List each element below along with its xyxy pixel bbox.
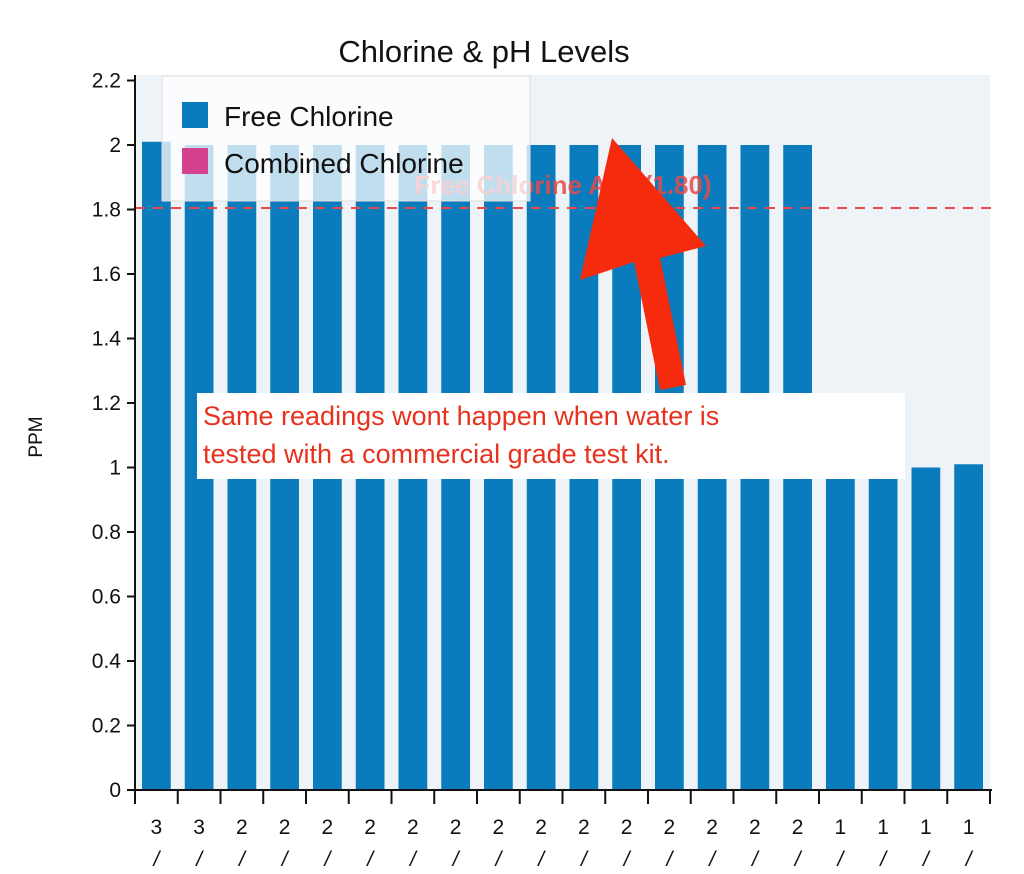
y-tick-label: 1.8 <box>92 199 121 222</box>
x-tick-label: 2 <box>706 816 718 839</box>
x-tick-label: 2 <box>236 816 248 839</box>
x-tick-label: 2 <box>578 816 590 839</box>
bar-free-chlorine <box>911 467 941 790</box>
bar-free-chlorine <box>954 464 983 790</box>
x-tick-label: 2 <box>792 816 804 839</box>
legend-box <box>161 75 531 202</box>
x-tick-label-separator: / <box>793 848 803 871</box>
x-tick-label: 2 <box>407 816 419 839</box>
x-tick-label: 3 <box>193 816 205 839</box>
x-tick-label-separator: / <box>151 848 161 871</box>
x-tick-label-separator: / <box>878 848 888 871</box>
y-tick-label: 0 <box>109 779 121 802</box>
x-tick-label-separator: / <box>921 848 931 871</box>
x-tick-label-separator: / <box>365 848 375 871</box>
annotation-box: Same readings wont happen when water is … <box>197 393 905 479</box>
x-tick-label: 1 <box>963 816 975 839</box>
y-tick-label: 1.6 <box>92 263 121 286</box>
y-axis-label: PPM <box>26 416 47 457</box>
y-tick-label: 1 <box>109 457 121 480</box>
annotation-line-2: tested with a commercial grade test kit. <box>203 439 670 469</box>
x-tick-label: 2 <box>664 816 676 839</box>
x-tick-label: 2 <box>535 816 547 839</box>
y-tick-label: 2 <box>109 134 121 157</box>
red-arrow-icon <box>580 138 706 390</box>
x-tick-label-separator: / <box>280 848 290 871</box>
x-tick-label-separator: / <box>664 848 674 871</box>
x-tick-label: 3 <box>151 816 163 839</box>
x-tick-label-separator: / <box>622 848 632 871</box>
x-tick-label: 2 <box>621 816 633 839</box>
bar-free-chlorine <box>142 141 171 790</box>
y-tick-label: 1.2 <box>92 392 121 415</box>
x-tick-label: 2 <box>364 816 376 839</box>
x-tick-label-separator: / <box>835 848 845 871</box>
x-tick-label: 1 <box>920 816 932 839</box>
x-tick-label-separator: / <box>536 848 546 871</box>
annotation-line-1: Same readings wont happen when water is <box>203 401 719 431</box>
y-tick-label: 0.4 <box>92 650 122 673</box>
legend: Free Chlorine Combined Chlorine <box>161 75 531 202</box>
x-tick-label: 2 <box>749 816 761 839</box>
x-tick-label-separator: / <box>493 848 503 871</box>
y-tick-label: 1.4 <box>92 328 122 351</box>
x-tick-label-separator: / <box>750 848 760 871</box>
x-tick-label: 2 <box>450 816 462 839</box>
y-tick-label: 0.6 <box>92 586 121 609</box>
y-tick-label: 0.8 <box>92 521 121 544</box>
x-tick-label-separator: / <box>194 848 204 871</box>
x-tick-label-separator: / <box>408 848 418 871</box>
x-tick-label-separator: / <box>964 848 974 871</box>
x-tick-label: 1 <box>835 816 847 839</box>
x-tick-label-separator: / <box>237 848 247 871</box>
legend-swatch-combined-chlorine <box>182 148 208 174</box>
chart-title: Chlorine & pH Levels <box>338 34 629 69</box>
legend-label-free-chlorine: Free Chlorine <box>224 101 394 132</box>
x-tick-label-separator: / <box>451 848 461 871</box>
x-tick-label: 2 <box>322 816 334 839</box>
x-tick-label: 1 <box>877 816 889 839</box>
bar-free-chlorine <box>868 467 898 790</box>
x-tick-label-separator: / <box>707 848 717 871</box>
y-tick-label: 2.2 <box>92 70 121 93</box>
legend-label-combined-chlorine: Combined Chlorine <box>224 148 464 179</box>
x-tick-label-separator: / <box>322 848 332 871</box>
x-tick-label: 2 <box>493 816 505 839</box>
x-tick-label-separator: / <box>579 848 589 871</box>
x-tick-label: 2 <box>279 816 291 839</box>
legend-swatch-free-chlorine <box>182 102 208 128</box>
y-tick-label: 0.2 <box>92 715 121 738</box>
bar-free-chlorine <box>826 467 855 790</box>
